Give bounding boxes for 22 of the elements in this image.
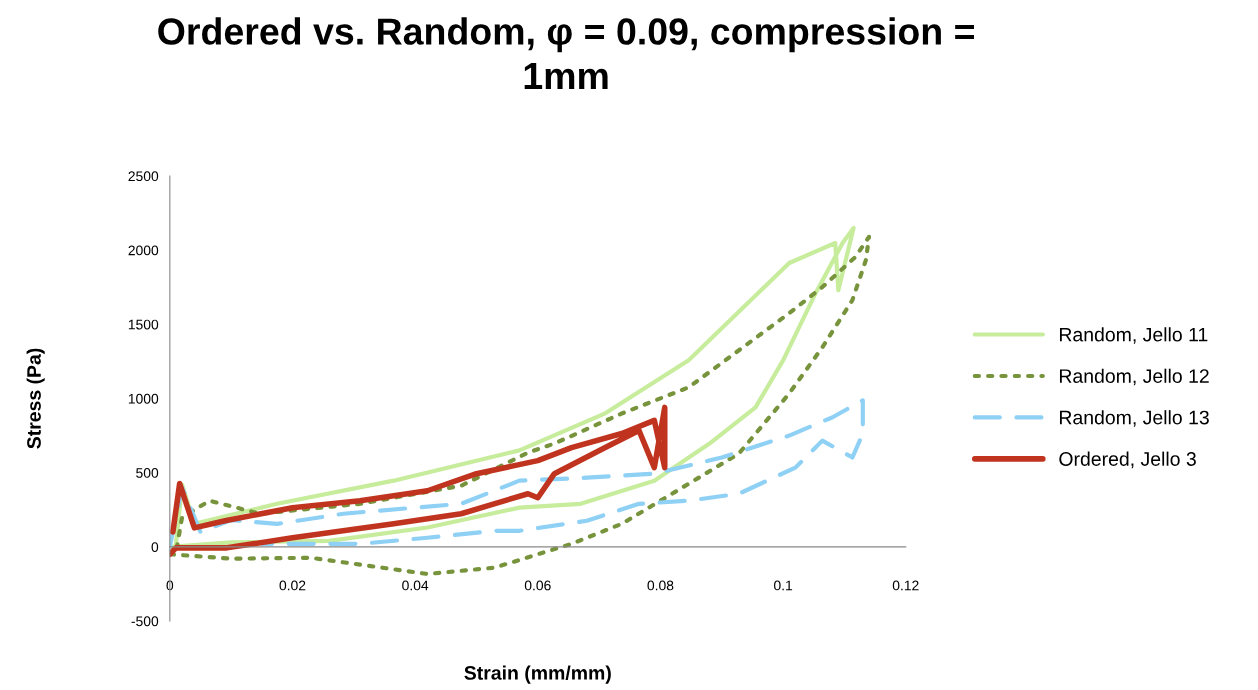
y-axis-title: Stress (Pa): [26, 348, 45, 449]
y-tick-label: 1000: [128, 393, 159, 404]
legend-label: Random, Jello 11: [1059, 327, 1208, 344]
y-tick-label: 500: [136, 467, 159, 478]
x-tick-label: 0.1: [773, 580, 793, 591]
legend-label: Random, Jello 13: [1059, 410, 1209, 427]
x-tick-label: 0.08: [647, 580, 674, 591]
x-tick-label: 0.12: [892, 580, 919, 591]
y-tick-label: -500: [131, 616, 159, 627]
x-tick-label: 0: [166, 580, 174, 591]
line-series: [169, 398, 865, 549]
legend-label: Ordered, Jello 3: [1059, 451, 1196, 469]
x-axis-title: Strain (mm/mm): [464, 665, 611, 684]
y-tick-label: 0: [151, 542, 159, 552]
y-tick-label: 2000: [128, 245, 159, 256]
x-tick-label: 0.02: [279, 580, 306, 591]
legend-label: Random, Jello 12: [1059, 368, 1209, 386]
x-tick-label: 0.04: [402, 580, 429, 591]
y-tick-label: 1500: [128, 319, 159, 330]
x-tick-label: 0.06: [524, 580, 551, 591]
chart-title: Ordered vs. Random, φ = 0.09, compression = 1mm: [158, 17, 974, 89]
y-tick-label: 2500: [128, 171, 159, 182]
